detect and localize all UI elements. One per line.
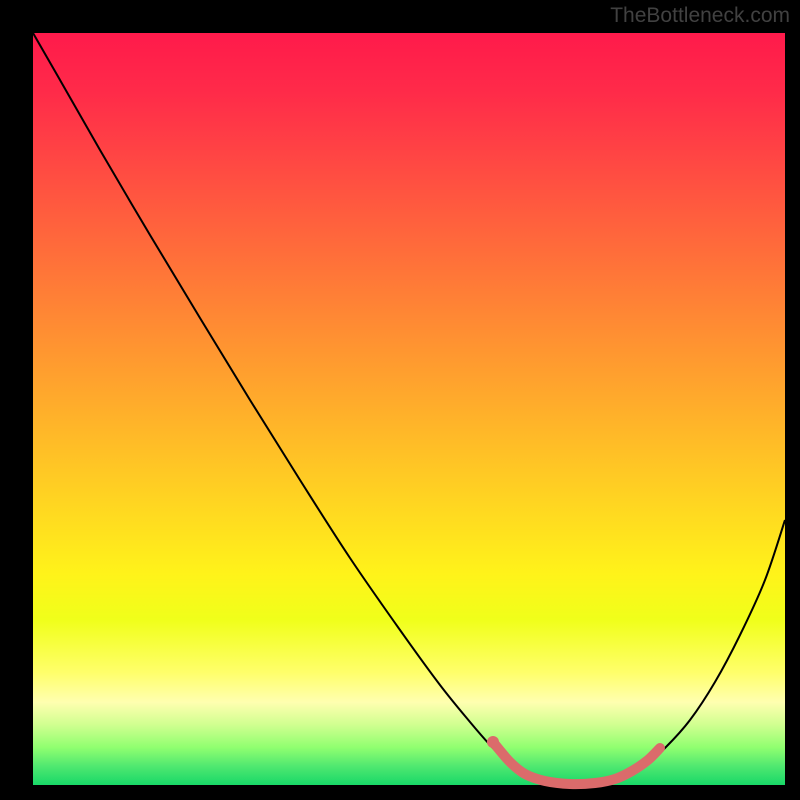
chart-area [0,0,800,800]
watermark-text: TheBottleneck.com [610,4,790,28]
chart-svg [0,0,800,800]
gradient-background [33,33,785,785]
